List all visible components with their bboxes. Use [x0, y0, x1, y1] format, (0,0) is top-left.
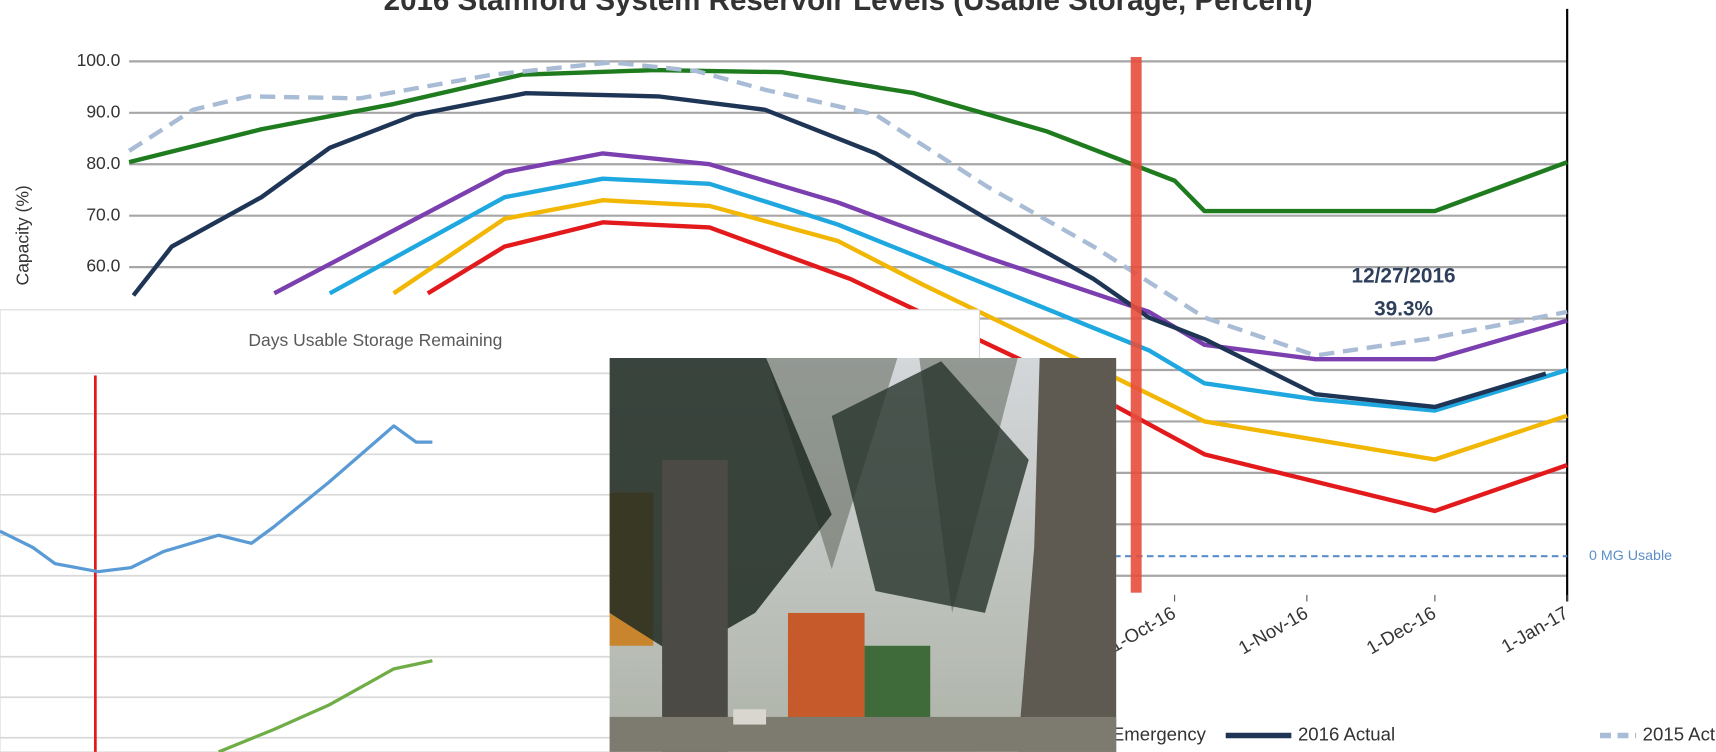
legend-label: 2015 Actual: [1643, 723, 1716, 744]
series-line: [128, 67, 1568, 214]
house: [733, 709, 767, 725]
y-tick-label: 80.0: [86, 153, 120, 173]
x-tick-label: 1-Nov-16: [1235, 602, 1312, 658]
series-line: [273, 151, 1568, 362]
series-line: [392, 198, 1568, 462]
x-tick-label: 1-Oct-16: [1106, 602, 1179, 656]
series-line: [218, 659, 433, 752]
y-tick-label: 100.0: [77, 50, 121, 70]
series-line: [0, 424, 433, 574]
photo: [609, 357, 1117, 752]
series-line: [127, 60, 1568, 358]
inset-title: Days Usable Storage Remaining: [248, 330, 502, 350]
photo-scene: [609, 357, 1117, 752]
chart-title: 2016 Stamford System Reservoir Levels (U…: [384, 0, 1313, 17]
y-tick-label: 90.0: [86, 101, 120, 121]
series-line: [131, 91, 1547, 410]
legend-label: Emergency: [1112, 723, 1207, 744]
annotation-value: 39.3%: [1374, 297, 1433, 320]
x-tick-label: 1-Jan-17: [1498, 602, 1572, 657]
y-tick-label: 70.0: [86, 204, 120, 224]
y-tick-label: 60.0: [86, 256, 120, 276]
series-line: [328, 176, 1568, 413]
trunk: [662, 459, 728, 752]
evergreen: [831, 361, 1029, 613]
legend-label: 2016 Actual: [1298, 723, 1395, 744]
foliage: [864, 645, 931, 723]
reference-label: 0 MG Usable: [1589, 548, 1672, 564]
x-tick-label: 1-Dec-16: [1363, 602, 1440, 658]
trunk: [1017, 357, 1117, 752]
series-line: [426, 220, 1568, 514]
stone-wall: [609, 716, 1117, 752]
y-axis-label: Capacity (%): [13, 185, 33, 285]
annotation-date: 12/27/2016: [1352, 264, 1456, 287]
autumn-foliage: [787, 612, 865, 723]
today-marker: [1130, 56, 1142, 593]
